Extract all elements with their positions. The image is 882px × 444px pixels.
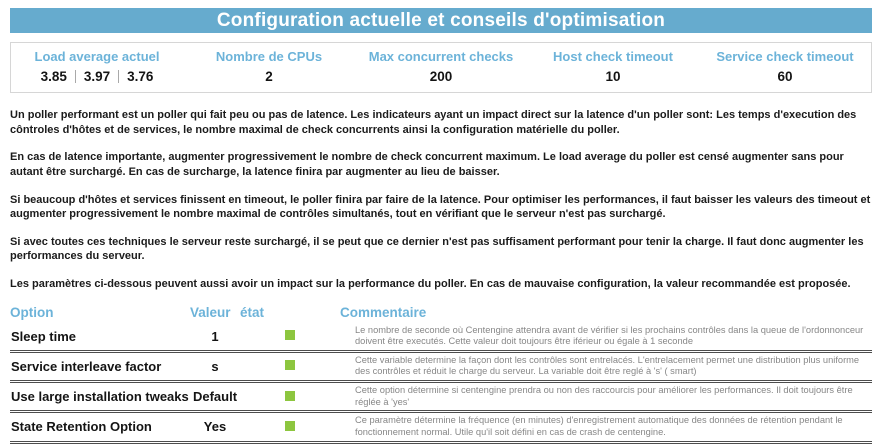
page-title: Configuration actuelle et conseils d'opt… <box>10 8 872 33</box>
option-value: Yes <box>190 411 240 444</box>
option-value: s <box>190 351 240 384</box>
paragraph-parameters-intro: Les paramètres ci-dessous peuvent aussi … <box>10 278 851 290</box>
status-ok-icon <box>285 330 295 341</box>
value-separator <box>118 70 120 83</box>
column-header-etat: état <box>240 304 265 320</box>
table-row: Service interleave factor s Cette variab… <box>10 351 872 384</box>
summary-col-max-concurrent-checks: Max concurrent checks 200 <box>355 49 527 84</box>
paragraph-latency-indicators: Un poller performant est un poller qui f… <box>10 109 857 136</box>
value-separator <box>74 70 76 83</box>
options-table: Option Valeur état Commentaire Sleep tim… <box>10 305 872 444</box>
option-value: Default <box>190 381 240 414</box>
paragraph-increase-concurrent-checks: En cas de latence importante, augmenter … <box>10 151 844 178</box>
option-name: Service interleave factor <box>10 351 190 384</box>
option-name: State Retention Option <box>10 411 190 444</box>
max-concurrent-checks-value: 200 <box>429 69 453 84</box>
load-average-5: 3.97 <box>83 69 111 84</box>
option-name: Use large installation tweaks <box>10 381 190 414</box>
paragraph-server-performance: Si avec toutes ces techniques le serveur… <box>10 235 864 263</box>
option-value: 1 <box>190 322 240 353</box>
load-average-15: 3.76 <box>127 69 154 84</box>
summary-label: Max concurrent checks <box>368 49 514 64</box>
advice-paragraphs: Un poller performant est un poller qui f… <box>10 108 872 292</box>
column-header-option: Option <box>10 304 54 320</box>
option-status <box>240 322 340 353</box>
column-header-commentaire: Commentaire <box>340 304 427 320</box>
option-comment: Ce paramètre détermine la fréquence (en … <box>340 411 872 444</box>
status-ok-icon <box>285 360 295 371</box>
summary-col-load-average: Load average actuel 3.85 3.97 3.76 <box>11 49 183 84</box>
summary-label: Nombre de CPUs <box>215 49 323 64</box>
status-ok-icon <box>285 390 295 401</box>
summary-label: Load average actuel <box>34 49 160 64</box>
summary-label: Service check timeout <box>716 49 854 64</box>
option-status <box>240 381 340 414</box>
summary-col-host-check-timeout: Host check timeout 10 <box>527 49 699 84</box>
cpus-value: 2 <box>265 69 273 84</box>
load-average-values: 3.85 3.97 3.76 <box>11 69 183 84</box>
option-status <box>240 411 340 444</box>
option-comment: Le nombre de seconde où Centengine atten… <box>340 322 872 353</box>
summary-label: Host check timeout <box>553 49 673 64</box>
table-row: State Retention Option Yes Ce paramètre … <box>10 411 872 444</box>
options-header-row: Option Valeur état Commentaire <box>10 305 872 323</box>
option-name: Sleep time <box>10 322 190 353</box>
service-check-timeout-value: 60 <box>777 69 793 84</box>
summary-table: Load average actuel 3.85 3.97 3.76 Nombre … <box>10 42 872 93</box>
table-row: Sleep time 1 Le nombre de seconde où Cen… <box>10 322 872 353</box>
option-comment: Cette option détermine si centengine pre… <box>340 381 872 414</box>
column-header-valeur: Valeur <box>190 304 231 320</box>
option-status <box>240 351 340 384</box>
table-row: Use large installation tweaks Default Ce… <box>10 381 872 414</box>
summary-col-service-check-timeout: Service check timeout 60 <box>699 49 871 84</box>
status-ok-icon <box>285 420 295 431</box>
load-average-1: 3.85 <box>40 69 67 84</box>
host-check-timeout-value: 10 <box>605 69 621 84</box>
summary-col-cpus: Nombre de CPUs 2 <box>183 49 355 84</box>
option-comment: Cette variable determine la façon dont l… <box>340 351 872 384</box>
paragraph-timeouts: Si beaucoup d'hôtes et services finissen… <box>10 193 871 221</box>
